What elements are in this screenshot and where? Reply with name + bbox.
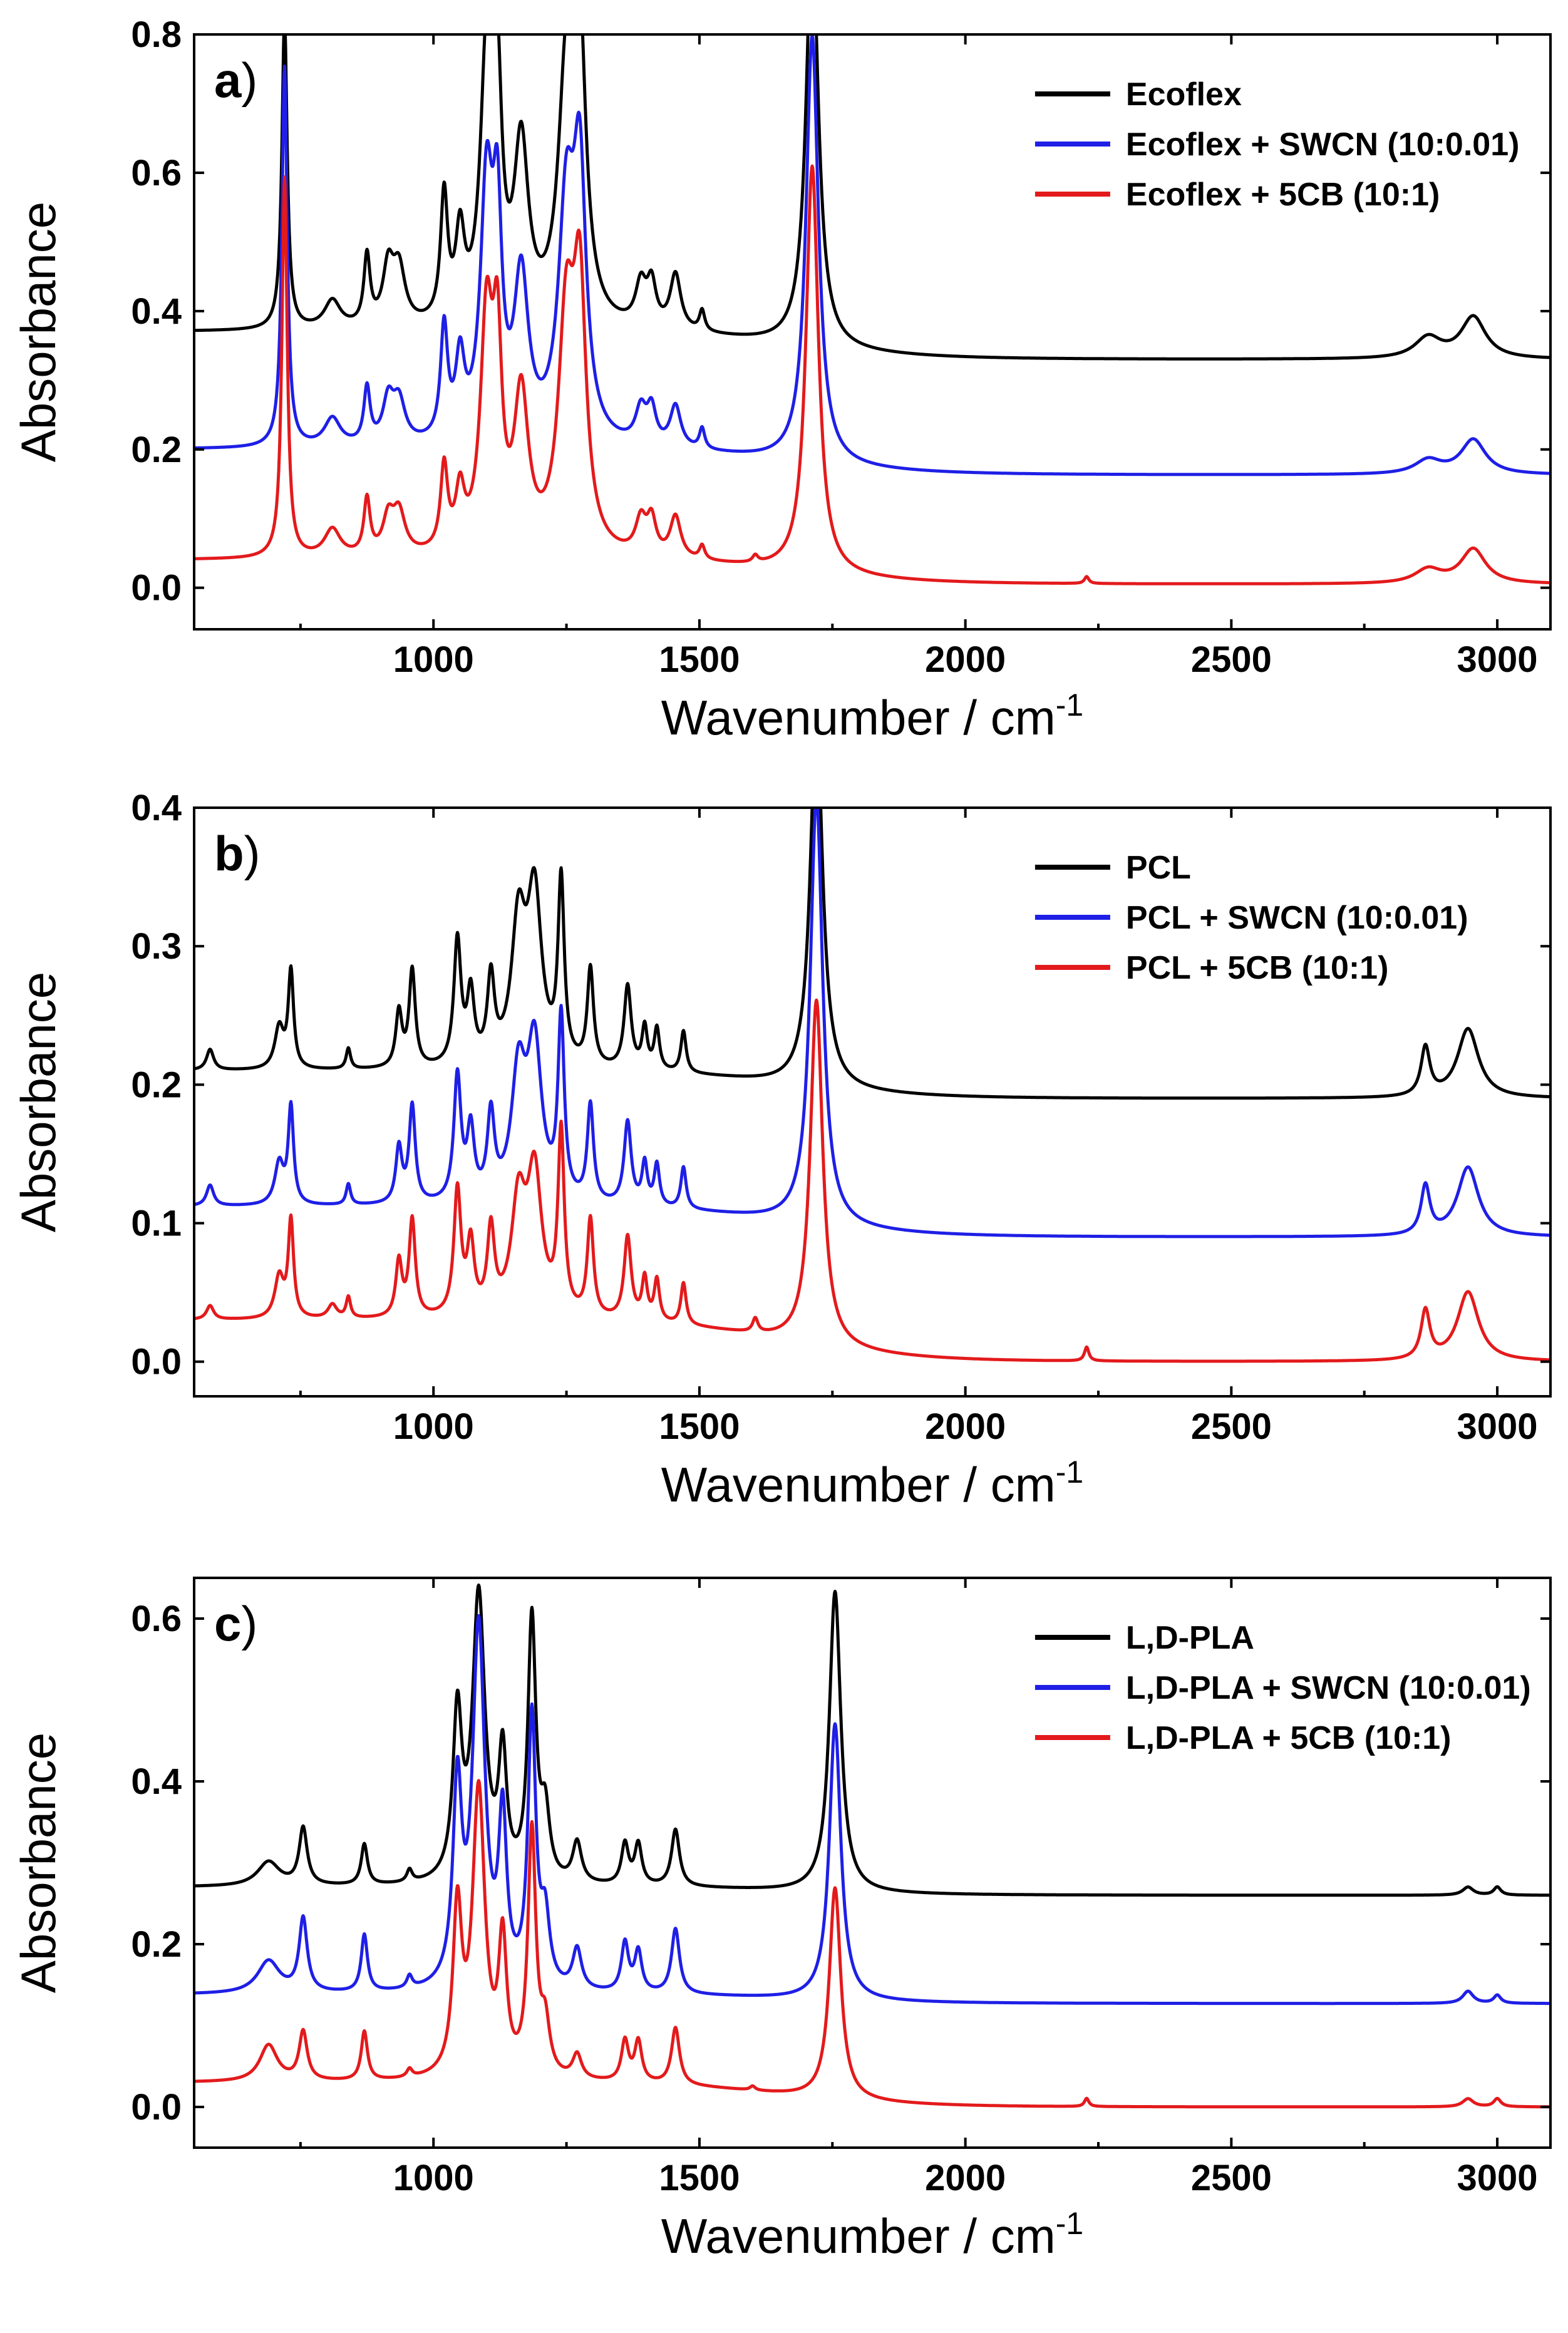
- x-tick-label-b-3: 2500: [1191, 1406, 1272, 1447]
- panel-letter-c: c): [214, 1596, 257, 1651]
- panel-b: 1000 1500 2000 2500 3000 0.0 0.1 0.2 0.3 0.4 Waven…: [11, 788, 1552, 1512]
- x-tick-label-b-2: 2000: [925, 1406, 1006, 1447]
- y-tick-label-b-4: 0.4: [131, 788, 182, 828]
- x-tick-label-a-2: 2000: [925, 639, 1006, 680]
- legend-label-a-3: Ecoflex + 5CB (10:1): [1126, 177, 1440, 213]
- y-tick-label-b-2: 0.2: [131, 1064, 182, 1105]
- x-tick-label-c-0: 1000: [393, 2158, 474, 2198]
- x-tick-label-a-3: 2500: [1191, 639, 1272, 680]
- y-tick-label-a-4: 0.8: [131, 14, 182, 55]
- plot-frame-c: [193, 1577, 1552, 2149]
- series-line-c-2: [194, 1614, 1550, 2006]
- legend-label-c-3: L,D-PLA + 5CB (10:1): [1126, 1720, 1452, 1756]
- y-tick-label-c-3: 0.6: [131, 1599, 182, 1639]
- x-tick-label-b-0: 1000: [393, 1406, 474, 1447]
- legend-label-b-1: PCL: [1126, 850, 1191, 886]
- x-tick-label-c-4: 3000: [1457, 2158, 1538, 2198]
- legend-label-a-1: Ecoflex: [1126, 76, 1242, 113]
- series-line-a-1: [194, 34, 1550, 361]
- x-tick-label-b-4: 3000: [1457, 1406, 1538, 1447]
- series-line-b-3: [194, 998, 1550, 1363]
- y-tick-label-a-2: 0.4: [131, 291, 182, 332]
- y-tick-label-a-0: 0.0: [131, 568, 182, 609]
- legend-label-c-2: L,D-PLA + SWCN (10:0.01): [1126, 1670, 1531, 1706]
- legend-label-b-2: PCL + SWCN (10:0.01): [1126, 900, 1468, 936]
- x-tick-label-b-1: 1500: [659, 1406, 740, 1447]
- y-tick-label-a-3: 0.6: [131, 153, 182, 193]
- panel-letter-b: b): [214, 826, 260, 881]
- series-line-c-1: [194, 1584, 1550, 1897]
- x-tick-label-a-0: 1000: [393, 639, 474, 680]
- panel-a: 1000 1500 2000 2500 3000 0.0 0.2 0.4 0.6 0.8 Waven…: [11, 14, 1552, 745]
- y-tick-label-a-1: 0.2: [131, 430, 182, 470]
- y-tick-label-c-1: 0.2: [131, 1924, 182, 1965]
- series-line-c-3: [194, 1779, 1550, 2109]
- x-tick-label-a-4: 3000: [1457, 639, 1538, 680]
- legend-label-a-2: Ecoflex + SWCN (10:0.01): [1126, 126, 1520, 163]
- x-axis-title-c: Wavenumber / cm-1: [661, 2206, 1083, 2263]
- series-line-a-3: [194, 164, 1550, 585]
- legend-label-b-3: PCL + 5CB (10:1): [1126, 950, 1389, 986]
- plot-frame-a: [193, 33, 1552, 631]
- x-tick-label-c-1: 1500: [659, 2158, 740, 2198]
- x-axis-title-b: Wavenumber / cm-1: [661, 1455, 1083, 1512]
- series-line-b-1: [194, 808, 1550, 1100]
- panel-letter-a: a): [214, 53, 257, 108]
- y-tick-label-c-2: 0.4: [131, 1761, 182, 1802]
- y-tick-label-b-1: 0.1: [131, 1203, 182, 1244]
- plot-frame-b: [193, 806, 1552, 1398]
- y-axis-title-c: Absorbance: [11, 1733, 66, 1993]
- y-tick-label-b-0: 0.0: [131, 1342, 182, 1383]
- panel-c: 1000 1500 2000 2500 3000 0.0 0.2 0.4 0.6 Wavenumb…: [11, 1577, 1552, 2263]
- y-tick-label-c-0: 0.0: [131, 2087, 182, 2128]
- x-tick-label-c-2: 2000: [925, 2158, 1006, 2198]
- series-line-b-2: [194, 808, 1550, 1239]
- y-axis-title-b: Absorbance: [11, 972, 66, 1232]
- x-axis-title-a: Wavenumber / cm-1: [661, 688, 1083, 745]
- y-axis-title-a: Absorbance: [11, 202, 66, 462]
- legend-label-c-1: L,D-PLA: [1126, 1620, 1254, 1656]
- series-line-a-2: [194, 34, 1550, 476]
- x-tick-label-c-3: 2500: [1191, 2158, 1272, 2198]
- x-tick-label-a-1: 1500: [659, 639, 740, 680]
- y-tick-label-b-3: 0.3: [131, 926, 182, 967]
